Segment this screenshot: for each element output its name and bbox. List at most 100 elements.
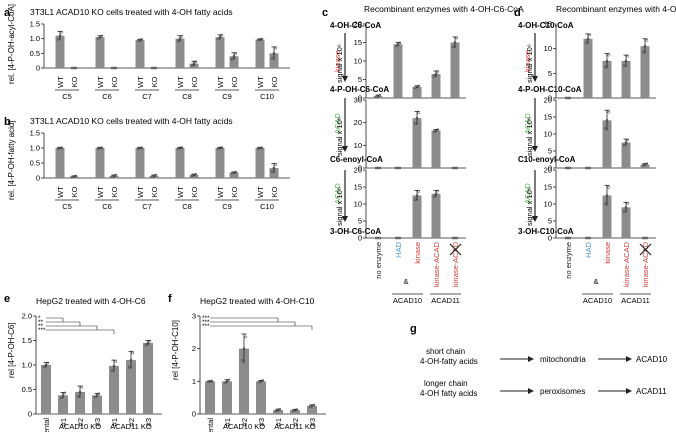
panel-a-data-point <box>72 66 76 70</box>
panel-c-sub1-data-point <box>415 116 419 120</box>
panel-b-data-point <box>100 146 104 150</box>
panel-a-group-label: C9 <box>222 92 232 101</box>
panel-a-data-point <box>220 33 224 37</box>
g-row1-organelle: mitochondria <box>540 355 586 364</box>
panel-a-data-point <box>230 57 234 61</box>
c-product-label: 3-OH-C6-CoA <box>330 227 381 236</box>
panel-f-data-point <box>240 359 244 362</box>
c-step-acad-2: ACAD <box>333 183 342 204</box>
panel-a-data-point <box>58 34 62 38</box>
panel-d-sub2-data-point <box>584 236 588 240</box>
panel-letter-d: d <box>514 7 521 19</box>
panel-d-sub1-data-point <box>586 166 590 170</box>
panel-f-x-label: #1 <box>274 418 283 426</box>
panel-e-bar <box>126 360 136 414</box>
panel-d-sub1-data-point <box>607 110 611 114</box>
panel-a-data-point <box>98 35 102 39</box>
panel-a-bar-label: KO <box>70 76 79 87</box>
panel-f-group-label: ACAD10 KO <box>223 422 265 431</box>
panel-d-sub0-data-point <box>564 96 568 100</box>
panel-e-significance-label: *** <box>38 327 46 334</box>
panel-c-sub1-y-tick-label: 20 <box>354 118 362 127</box>
panel-b-group-label: C8 <box>182 202 192 211</box>
panel-a-data-point <box>190 64 194 67</box>
panel-c-group-label: ACAD11 <box>431 296 460 305</box>
panel-a-bar-label: KO <box>230 76 239 87</box>
panel-c-x-label: kinase <box>413 242 422 264</box>
panel-c-sub0-y-tick-label: 20 <box>354 20 362 29</box>
panel-a-bar-label: KO <box>270 76 279 87</box>
panel-d-sub0-bar <box>602 61 612 98</box>
panel-a-bar <box>175 38 185 68</box>
panel-b-data-point <box>58 146 62 150</box>
panel-b-bar-label: KO <box>270 186 279 197</box>
panel-a-bar-label: WT <box>216 76 225 88</box>
panel-d-sub0-data-point <box>626 54 630 58</box>
panel-b-data-point <box>98 146 102 150</box>
panel-e-data-point <box>46 361 50 365</box>
panel-e-data-point <box>93 395 97 399</box>
panel-e-data-point <box>80 385 84 389</box>
panel-c-sub0-data-point <box>398 41 402 45</box>
panel-c-sub1-data-point <box>455 166 459 170</box>
panel-a-data-point <box>74 66 78 70</box>
panel-d-sub2-bar <box>621 207 631 238</box>
panel-c-ampersand: & <box>403 277 408 286</box>
panel-a-data-point <box>100 34 104 38</box>
panel-a-y-tick-label: 1.0 <box>30 34 40 43</box>
panel-c-sub0-data-point <box>417 84 421 88</box>
panel-b-data-point <box>178 146 182 150</box>
panel-a-data-point <box>176 39 180 43</box>
panel-b-data-point <box>232 171 236 174</box>
panel-c-sub1-data-point <box>413 122 417 125</box>
panel-a-bar-label: WT <box>256 76 265 88</box>
panel-c-sub1-data-point <box>378 166 382 170</box>
c-arrowhead-3 <box>342 216 348 222</box>
panel-b-bar-label: WT <box>136 186 145 198</box>
panel-e-y-tick-label: 0.5 <box>22 385 32 394</box>
panel-a-group-label: C7 <box>142 92 152 101</box>
panel-d-sub2-y-tick-label: 5 <box>548 217 552 226</box>
panel-e-y-tick-label: 0 <box>28 410 32 419</box>
panel-d-sub2-data-point <box>564 236 568 240</box>
panel-d-sub1-y-tick-label: 10 <box>544 130 552 139</box>
panel-c-sub2-y-tick-label: 20 <box>354 166 362 175</box>
panel-e-data-point <box>127 365 131 369</box>
panel-c-sub2-bar <box>431 193 441 238</box>
panel-e-x-label: #3 <box>144 418 153 426</box>
panel-b-data-point <box>260 146 264 150</box>
d-mid1-label: 4-P-OH-C10-CoA <box>518 85 582 94</box>
panel-e-bar <box>41 365 51 414</box>
panel-c-sub1-y-tick-label: 0 <box>358 164 362 173</box>
panel-b-data-point <box>114 173 118 177</box>
panel-a-data-point <box>114 66 118 70</box>
panel-a-title: 3T3L1 ACAD10 KO cells treated with 4-OH … <box>30 7 233 17</box>
panel-c-sub0-data-point <box>451 45 455 49</box>
panel-f-data-point <box>312 403 316 407</box>
c-substrate-label: 4-OH-C6-CoA <box>330 21 381 30</box>
panel-a-data-point <box>178 37 182 41</box>
panel-a-bar-label: KO <box>150 76 159 87</box>
panel-b-data-point <box>256 146 260 150</box>
c-arrowhead-1 <box>342 76 348 82</box>
panel-d-sub1-data-point <box>605 119 609 122</box>
g-row2-source-line2: 4-OH fatty acids <box>420 389 477 398</box>
panel-d-sub0-bar <box>640 46 650 98</box>
panel-e-bar <box>109 365 119 414</box>
panel-e-bar <box>58 395 68 414</box>
panel-c-sub1-data-point <box>451 166 455 170</box>
panel-c-x-label: HAD <box>394 241 403 257</box>
panel-d-sub2-data-point <box>588 236 592 240</box>
panel-f-data-point <box>227 378 231 382</box>
panel-c-x-label: no enzyme <box>374 242 383 279</box>
panel-b-data-point <box>270 170 274 174</box>
panel-a-bar <box>135 40 145 68</box>
panel-c-sub0-data-point <box>436 70 440 73</box>
g-row2-arrowhead-2 <box>626 388 632 394</box>
panel-d-sub0-data-point <box>568 96 572 100</box>
panel-c-sub1-bar <box>412 118 422 168</box>
panel-f-data-point <box>206 380 210 383</box>
panel-e-significance-label: ** <box>38 323 44 330</box>
panel-a-group-label: C5 <box>62 92 72 101</box>
